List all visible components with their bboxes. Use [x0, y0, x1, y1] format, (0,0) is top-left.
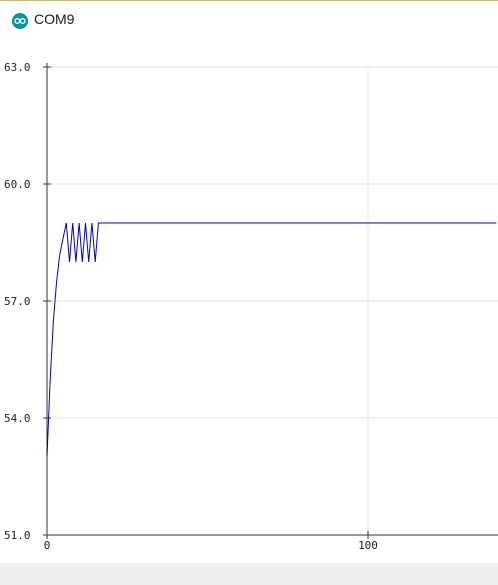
title-bar: COM9	[0, 0, 498, 40]
serial-plotter-chart: 51.0 54.0 57.0 60.0 63.0 0 100	[4, 61, 498, 552]
x-tick-label: 0	[44, 539, 51, 552]
y-tick-label: 63.0	[4, 61, 31, 74]
x-tick-label: 100	[358, 539, 378, 552]
y-tick-label: 57.0	[4, 295, 31, 308]
y-tick-label: 60.0	[4, 178, 31, 191]
y-tick-label: 51.0	[4, 529, 31, 542]
plot-area: 51.0 54.0 57.0 60.0 63.0 0 100	[0, 40, 498, 563]
bottom-bar	[0, 563, 498, 585]
series-line-0	[46, 222, 497, 458]
arduino-icon	[12, 13, 28, 29]
window-title: COM9	[34, 11, 75, 27]
y-tick-label: 54.0	[4, 412, 31, 425]
